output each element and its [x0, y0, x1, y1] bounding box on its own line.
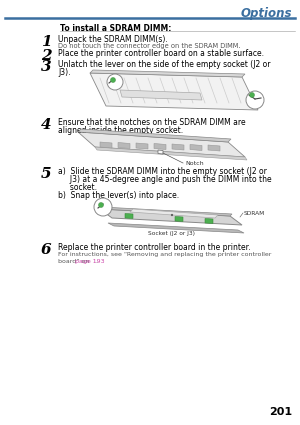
Polygon shape	[90, 73, 258, 110]
Text: J3).: J3).	[58, 68, 70, 77]
Text: page 193: page 193	[75, 259, 105, 264]
Circle shape	[246, 91, 264, 109]
Text: Replace the printer controller board in the printer.: Replace the printer controller board in …	[58, 243, 250, 252]
Polygon shape	[78, 129, 231, 142]
Circle shape	[98, 202, 104, 207]
Polygon shape	[120, 90, 202, 100]
Text: 2: 2	[41, 49, 51, 63]
Polygon shape	[100, 209, 242, 225]
Polygon shape	[130, 209, 218, 218]
Text: For instructions, see “Removing and replacing the printer controller: For instructions, see “Removing and repl…	[58, 252, 272, 257]
Polygon shape	[108, 223, 244, 233]
Text: Unpack the SDRAM DIMM(s).: Unpack the SDRAM DIMM(s).	[58, 35, 168, 44]
Text: 1: 1	[41, 35, 51, 49]
Text: b)  Snap the lever(s) into place.: b) Snap the lever(s) into place.	[58, 191, 179, 200]
Polygon shape	[158, 150, 163, 154]
Text: Unlatch the lever on the side of the empty socket (J2 or: Unlatch the lever on the side of the emp…	[58, 60, 271, 69]
Circle shape	[171, 214, 173, 216]
Text: 4: 4	[41, 118, 51, 132]
Text: Do not touch the connector edge on the SDRAM DIMM.: Do not touch the connector edge on the S…	[58, 43, 241, 49]
Circle shape	[94, 198, 112, 216]
Text: board” on: board” on	[58, 259, 92, 264]
Text: a)  Slide the SDRAM DIMM into the empty socket (J2 or: a) Slide the SDRAM DIMM into the empty s…	[58, 167, 267, 176]
Text: aligned inside the empty socket.: aligned inside the empty socket.	[58, 126, 183, 135]
Polygon shape	[78, 132, 245, 157]
Text: 5: 5	[41, 167, 51, 181]
Text: 6: 6	[41, 243, 51, 257]
Text: 201: 201	[269, 407, 292, 417]
Text: J3) at a 45-degree angle and push the DIMM into the: J3) at a 45-degree angle and push the DI…	[58, 175, 272, 184]
Text: 3: 3	[41, 60, 51, 74]
Polygon shape	[190, 144, 202, 150]
Circle shape	[110, 77, 116, 82]
Text: Place the printer controller board on a stable surface.: Place the printer controller board on a …	[58, 49, 264, 58]
Polygon shape	[100, 207, 232, 216]
Polygon shape	[172, 144, 184, 150]
Text: SDRAM: SDRAM	[244, 210, 265, 215]
Polygon shape	[154, 144, 166, 150]
Text: socket.: socket.	[58, 183, 97, 192]
Polygon shape	[175, 216, 183, 221]
Circle shape	[107, 74, 123, 90]
Circle shape	[250, 93, 254, 97]
Text: To install a SDRAM DIMM:: To install a SDRAM DIMM:	[60, 24, 171, 33]
Text: Ensure that the notches on the SDRAM DIMM are: Ensure that the notches on the SDRAM DIM…	[58, 118, 246, 127]
Polygon shape	[208, 145, 220, 151]
Text: Options: Options	[241, 7, 292, 20]
Text: Notch: Notch	[185, 161, 204, 165]
Polygon shape	[90, 70, 245, 77]
Polygon shape	[118, 142, 130, 148]
Polygon shape	[125, 213, 133, 218]
Polygon shape	[136, 143, 148, 149]
Polygon shape	[205, 218, 213, 224]
Text: .: .	[95, 259, 97, 264]
Polygon shape	[95, 147, 247, 160]
Text: Socket (J2 or J3): Socket (J2 or J3)	[148, 231, 196, 236]
Polygon shape	[100, 142, 112, 148]
